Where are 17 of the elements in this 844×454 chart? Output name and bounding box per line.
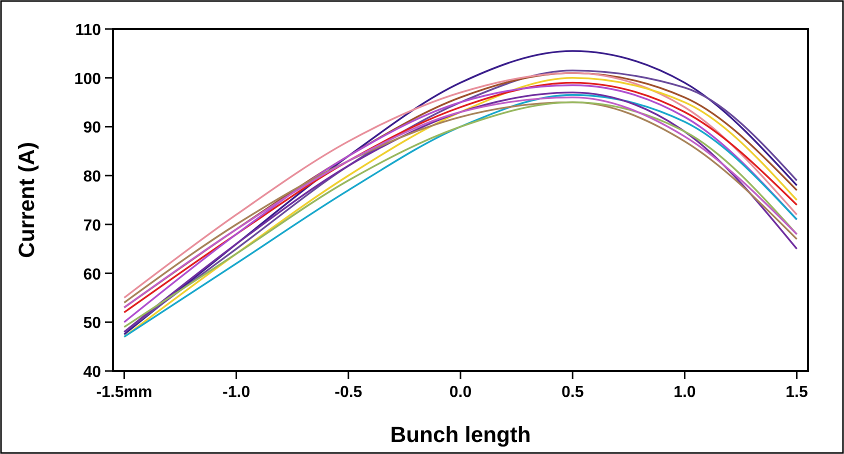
y-tick-label: 80: [83, 168, 102, 186]
x-tick-label: -0.5: [334, 384, 362, 401]
y-tick-label: 90: [83, 120, 102, 137]
x-tick-label: 0.5: [561, 384, 584, 401]
x-tick-label: 1.0: [674, 384, 696, 401]
y-tick-label: 50: [83, 315, 102, 332]
y-tick-label: 100: [74, 70, 102, 88]
x-axis-title: Bunch length: [390, 422, 531, 447]
x-tick-label: 0.0: [449, 384, 472, 401]
x-tick-label: 1.5: [786, 384, 808, 401]
y-tick-label: 110: [75, 22, 102, 39]
y-axis-title: Current (A): [14, 142, 39, 258]
y-tick-label: 40: [83, 364, 102, 381]
y-tick-label: 60: [83, 266, 102, 284]
x-tick-label: -1.0: [222, 384, 250, 401]
x-tick-label: -1.5mm: [96, 384, 152, 401]
y-tick-label: 70: [83, 217, 102, 234]
